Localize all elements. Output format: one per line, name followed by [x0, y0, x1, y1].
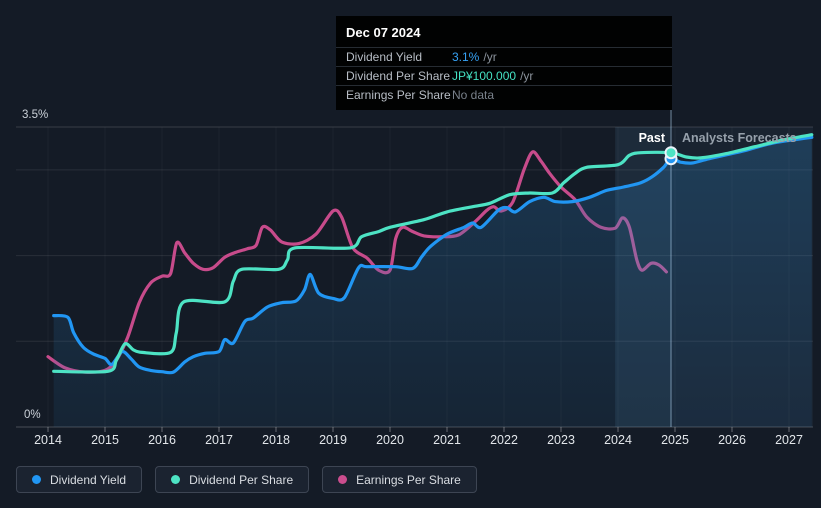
- dividend-yield-line: [52, 135, 814, 375]
- tooltip-value: 3.1%: [452, 50, 480, 64]
- tooltip-label: Earnings Per Share: [346, 88, 451, 102]
- past-year-highlight-band: [615, 127, 672, 427]
- earnings-per-share-dot-icon: [338, 475, 348, 484]
- y-axis-max-label: 3.5%: [22, 109, 48, 121]
- x-axis-label: 2022: [490, 433, 518, 447]
- legend-item-dividend-yield[interactable]: Dividend Yield: [16, 466, 143, 493]
- legend-item-earnings-per-share[interactable]: Earnings Per Share: [322, 466, 477, 493]
- tooltip-row-dividend-yield: Dividend Yield 3.1% /yr: [336, 47, 672, 66]
- tooltip-date: Dec 07 2024: [346, 25, 421, 40]
- x-axis-label: 2023: [547, 433, 575, 447]
- tooltip-unit: /yr: [483, 50, 497, 64]
- past-region-label: Past: [638, 131, 665, 145]
- chart-legend: Dividend Yield Dividend Per Share Earnin…: [16, 466, 477, 493]
- x-axis-label: 2025: [661, 433, 689, 447]
- tooltip-row-earnings-per-share: Earnings Per Share No data: [336, 85, 672, 104]
- dividend-per-share-dot-icon: [171, 475, 181, 484]
- legend-label: Earnings Per Share: [356, 472, 461, 487]
- forecast-region-label: Analysts Forecasts: [682, 131, 797, 145]
- x-axis-label: 2014: [34, 433, 62, 447]
- tooltip-row-dividend-per-share: Dividend Per Share JP¥100.000 /yr: [336, 66, 672, 85]
- x-axis-label: 2027: [775, 433, 803, 447]
- dividend-per-share-line: [52, 133, 814, 374]
- tooltip-unit: /yr: [520, 69, 534, 83]
- tooltip-label: Dividend Yield: [346, 50, 423, 64]
- legend-item-dividend-per-share[interactable]: Dividend Per Share: [155, 466, 310, 493]
- chart-tooltip: Dec 07 2024 Dividend Yield 3.1% /yr Divi…: [336, 16, 672, 110]
- x-axis-label: 2021: [433, 433, 461, 447]
- dividend-history-chart[interactable]: 2014 2015 2016 2017 2018 2019 2020 2021 2022 2023…: [0, 0, 821, 455]
- tooltip-value: No data: [452, 88, 495, 102]
- x-axis-label: 2017: [205, 433, 233, 447]
- y-axis-min-label: 0%: [24, 409, 41, 421]
- x-axis-label: 2019: [319, 433, 347, 447]
- x-axis-label: 2020: [376, 433, 404, 447]
- tooltip-label: Dividend Per Share: [346, 69, 451, 83]
- x-axis-label: 2026: [718, 433, 746, 447]
- legend-label: Dividend Per Share: [189, 472, 294, 487]
- x-axis-label: 2016: [148, 433, 176, 447]
- tooltip-value: JP¥100.000: [452, 69, 517, 83]
- x-axis-label: 2024: [604, 433, 632, 447]
- dividend-yield-dot-icon: [32, 475, 41, 484]
- dividend-yield-area: [53, 137, 812, 428]
- x-axis-label: 2015: [91, 433, 119, 447]
- legend-label: Dividend Yield: [50, 472, 127, 487]
- chart-marker: [664, 146, 678, 160]
- analysts-forecast-region: [671, 127, 813, 427]
- x-axis-label: 2018: [262, 433, 290, 447]
